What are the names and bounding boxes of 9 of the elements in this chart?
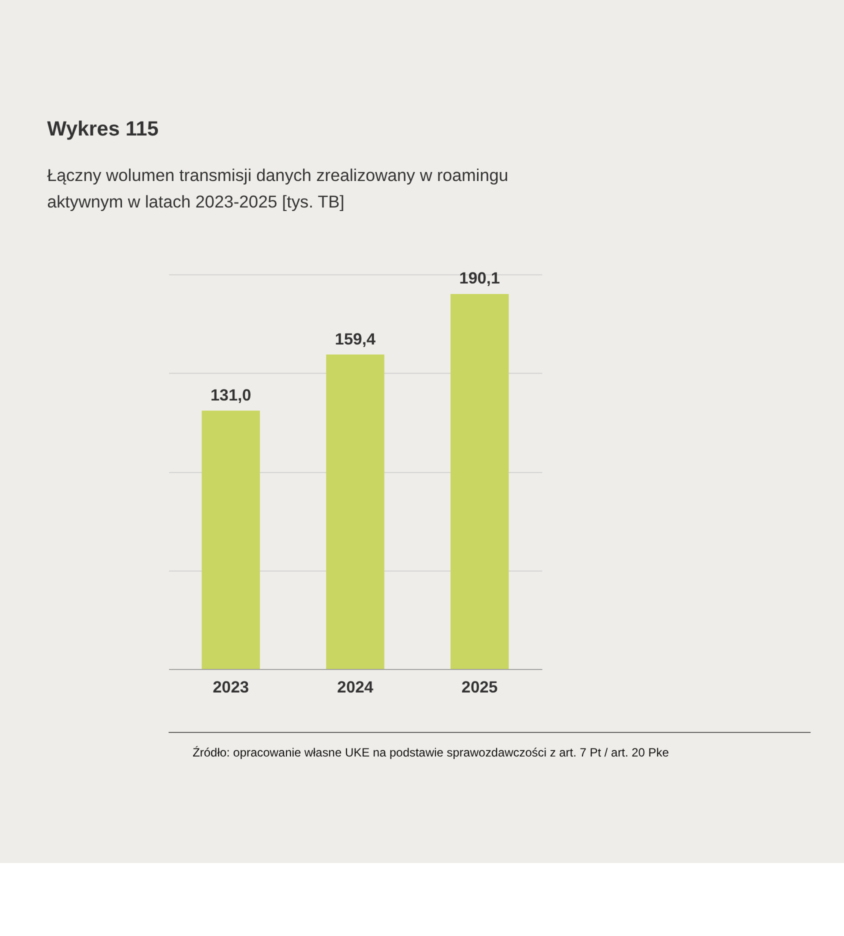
data-label: 190,1 <box>459 270 500 288</box>
x-tick-label: 2024 <box>337 678 374 697</box>
data-label: 131,0 <box>210 386 252 404</box>
data-label: 159,4 <box>334 330 376 348</box>
chart-subtitle: Łączny wolumen transmisji danych zrealizowany w roamingu aktywnym w latach 2023-2025 [tys. TB] <box>47 166 508 212</box>
x-tick-label: 2023 <box>212 678 249 697</box>
chart-title: Wykres 115 <box>47 118 159 141</box>
text: Źródło: opracowanie własne UKE na podstawie sprawozdawczości z art. 7 Pt / art. 20 Pke <box>192 745 670 760</box>
x-tick-label: 2025 <box>462 678 498 697</box>
